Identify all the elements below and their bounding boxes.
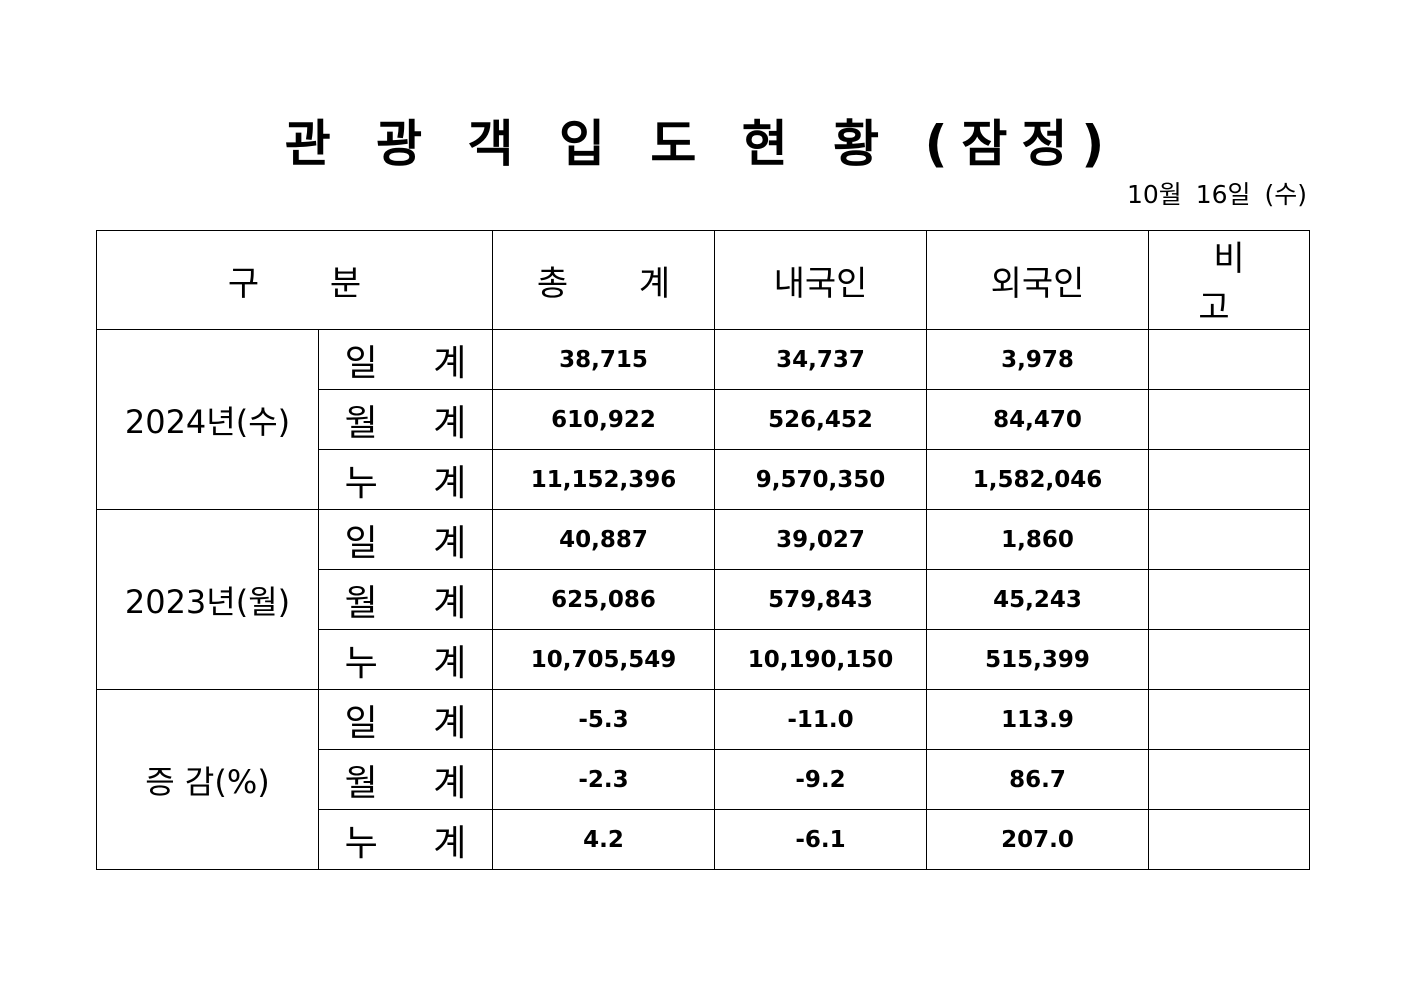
cell-foreign: 113.9 (926, 689, 1149, 750)
cell-remarks (1148, 509, 1310, 570)
cell-domestic: 34,737 (714, 329, 927, 390)
cell-foreign: 515,399 (926, 629, 1149, 690)
cell-foreign: 1,860 (926, 509, 1149, 570)
cell-remarks (1148, 569, 1310, 630)
table-row: 누 계 4.2 -6.1 207.0 (97, 809, 1310, 870)
cell-remarks (1148, 449, 1310, 510)
cell-domestic: -9.2 (714, 749, 927, 810)
cell-remarks (1148, 749, 1310, 810)
cell-total: 610,922 (492, 389, 715, 450)
cell-foreign: 207.0 (926, 809, 1149, 870)
header-row: 구 분 총 계 내국인 외국인 비 고 (96, 230, 1310, 330)
cell-foreign: 84,470 (926, 389, 1149, 450)
cell-domestic: 526,452 (714, 389, 927, 450)
cell-total: 625,086 (492, 569, 715, 630)
cell-remarks (1148, 809, 1310, 870)
page-title: 관 광 객 입 도 현 황 (잠정) (284, 115, 1119, 173)
cell-domestic: 579,843 (714, 569, 927, 630)
cell-total: 40,887 (492, 509, 715, 570)
cell-total: 11,152,396 (492, 449, 715, 510)
cell-total: 4.2 (492, 809, 715, 870)
table-row: 월 계 -2.3 -9.2 86.7 (97, 749, 1310, 810)
cell-domestic: -11.0 (714, 689, 927, 750)
row-label: 일 계 (318, 689, 493, 750)
row-label: 일 계 (318, 329, 493, 390)
cell-total: 38,715 (492, 329, 715, 390)
row-label: 월 계 (318, 389, 493, 450)
group-label-2024: 2024년(수) (96, 329, 319, 510)
row-label: 누 계 (318, 809, 493, 870)
row-label: 누 계 (318, 449, 493, 510)
group-label-change: 증 감(%) (96, 689, 319, 870)
cell-remarks (1148, 389, 1310, 450)
cell-total: 10,705,549 (492, 629, 715, 690)
table-row: 누 계 10,705,549 10,190,150 515,399 (97, 629, 1310, 690)
row-label: 월 계 (318, 569, 493, 630)
report-date: 10월 16일 (수) (1126, 180, 1307, 209)
cell-total: -2.3 (492, 749, 715, 810)
row-label: 누 계 (318, 629, 493, 690)
cell-foreign: 1,582,046 (926, 449, 1149, 510)
cell-domestic: 9,570,350 (714, 449, 927, 510)
cell-remarks (1148, 629, 1310, 690)
header-category: 구 분 (96, 230, 493, 330)
header-total: 총 계 (492, 230, 715, 330)
group-label-2023: 2023년(월) (96, 509, 319, 690)
header-remarks: 비 고 (1148, 230, 1310, 330)
cell-domestic: 10,190,150 (714, 629, 927, 690)
tourist-arrivals-table: 구 분 총 계 내국인 외국인 비 고 2024년(수) 일 계 38,715 … (96, 230, 1310, 870)
cell-total: -5.3 (492, 689, 715, 750)
header-domestic: 내국인 (714, 230, 927, 330)
row-label: 월 계 (318, 749, 493, 810)
cell-remarks (1148, 329, 1310, 390)
header-foreign: 외국인 (926, 230, 1149, 330)
cell-foreign: 86.7 (926, 749, 1149, 810)
row-label: 일 계 (318, 509, 493, 570)
table-row: 월 계 625,086 579,843 45,243 (97, 569, 1310, 630)
cell-foreign: 45,243 (926, 569, 1149, 630)
cell-remarks (1148, 689, 1310, 750)
cell-domestic: -6.1 (714, 809, 927, 870)
table-row: 누 계 11,152,396 9,570,350 1,582,046 (97, 449, 1310, 510)
cell-foreign: 3,978 (926, 329, 1149, 390)
table-row: 2024년(수) 일 계 38,715 34,737 3,978 (96, 329, 1310, 510)
table-row: 증 감(%) 일 계 -5.3 -11.0 113.9 (96, 689, 1310, 870)
table-row: 2023년(월) 일 계 40,887 39,027 1,860 (96, 509, 1310, 690)
cell-domestic: 39,027 (714, 509, 927, 570)
